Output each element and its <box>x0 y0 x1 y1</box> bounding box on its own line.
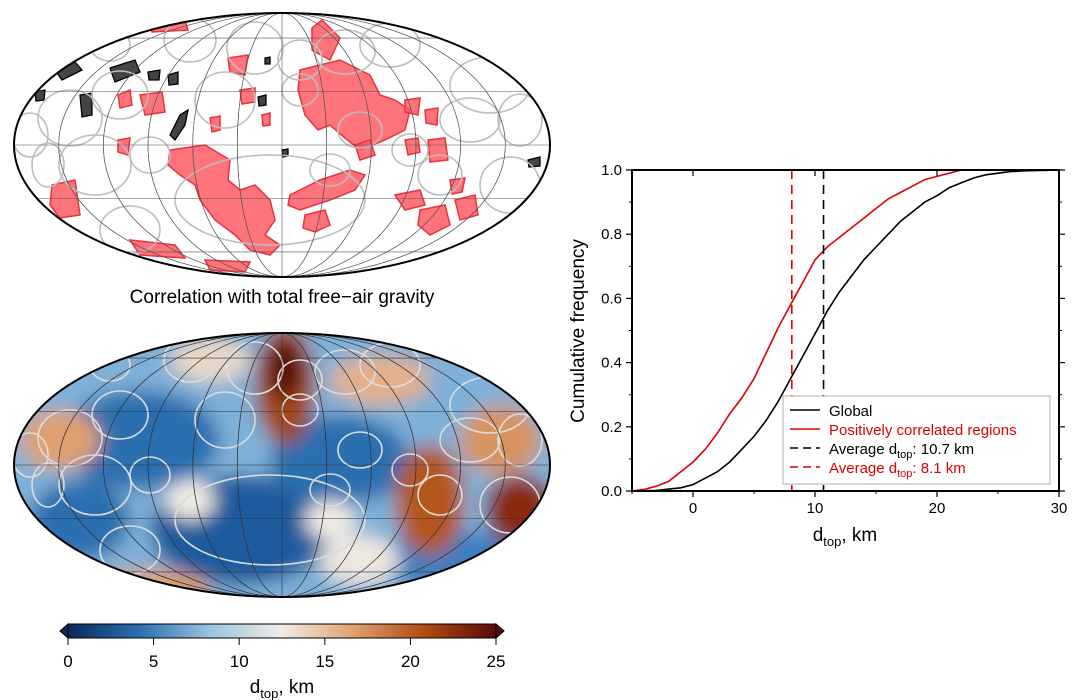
region-circle <box>91 390 149 440</box>
series-lines <box>631 169 1060 492</box>
region-circle <box>39 21 85 59</box>
region-circle <box>439 417 501 463</box>
x-tick-label: 30 <box>1051 500 1068 517</box>
legend: Global Positively correlated regions Ave… <box>782 395 1051 485</box>
map-frame <box>13 332 551 598</box>
region-circle <box>31 142 65 188</box>
y-tick-label: 0.8 <box>601 226 622 243</box>
region-circle <box>391 133 429 167</box>
colorbar-tick-label: 10 <box>230 652 249 671</box>
legend-positive: Positively correlated regions <box>829 422 1017 439</box>
top-map-caption: Correlation with total free−air gravity <box>130 287 435 308</box>
colorbar-tick-label: 5 <box>149 652 158 671</box>
y-tick-label: 1.0 <box>601 162 622 179</box>
y-tick-label: 0.4 <box>601 355 622 372</box>
axes: 0 10 20 30 0.0 0.2 0.4 0.6 0.8 1.0 <box>601 162 1067 517</box>
legend-box <box>782 395 1051 485</box>
region-circle <box>277 39 323 81</box>
cdf-chart: 0 10 20 30 0.0 0.2 0.4 0.6 0.8 1.0 Cumulative fre… <box>568 162 1067 549</box>
region-circle <box>439 97 501 143</box>
region-circle <box>174 474 366 566</box>
legend-global: Global <box>829 403 872 420</box>
region-circle <box>194 391 256 449</box>
region-circle <box>58 134 132 196</box>
colorbar-tick-label: 0 <box>63 652 72 671</box>
region-circle <box>91 70 149 120</box>
region-circle <box>37 89 103 147</box>
region-circle <box>314 349 376 395</box>
region-circle <box>497 413 543 467</box>
bottom-map <box>13 332 551 598</box>
region-circle <box>337 431 383 469</box>
x-tick-label: 10 <box>807 500 824 517</box>
y-tick-label: 0.0 <box>601 483 622 500</box>
region-circle <box>277 359 323 401</box>
region-circle <box>194 71 256 129</box>
y-tick-label: 0.2 <box>601 419 622 436</box>
region-circle <box>309 153 351 187</box>
colorbar-label: dtop, km <box>250 677 315 700</box>
legend-avg-global: Average dtop: 10.7 km <box>829 441 974 461</box>
region-circle <box>417 474 463 516</box>
colorbar: 0 5 10 15 20 25 dtop, km <box>59 622 505 700</box>
region-circle <box>391 453 429 487</box>
top-map: Correlation with total free−air gravity <box>13 12 551 308</box>
graticule <box>14 13 550 277</box>
region-circle <box>309 473 351 507</box>
y-tick-label: 0.6 <box>601 290 622 307</box>
region-circle <box>14 432 49 478</box>
colorbar-max-arrow <box>495 622 505 640</box>
region-circle <box>39 341 85 379</box>
series-global <box>631 169 1060 492</box>
region-circle <box>37 409 103 467</box>
region-circle <box>417 154 463 196</box>
region-circle <box>497 93 543 147</box>
d-top-field <box>14 333 550 597</box>
region-circle <box>314 29 376 75</box>
colorbar-ticks: 0 5 10 15 20 25 <box>63 638 505 671</box>
colorbar-gradient <box>67 623 497 639</box>
region-circle <box>129 456 171 494</box>
x-axis-label: dtop, km <box>813 525 878 549</box>
region-circle <box>174 154 366 246</box>
average-lines <box>791 170 825 491</box>
colorbar-tick-label: 20 <box>401 652 420 671</box>
map-frame <box>13 12 551 278</box>
graticule <box>14 333 550 597</box>
x-tick-label: 20 <box>929 500 946 517</box>
region-circle <box>58 454 132 516</box>
colorbar-min-arrow <box>59 622 69 640</box>
series-positive <box>631 169 1059 492</box>
colorbar-tick-label: 25 <box>487 652 506 671</box>
colorbar-tick-label: 15 <box>315 652 334 671</box>
y-axis-label: Cumulative frequency <box>568 239 589 423</box>
x-tick-label: 0 <box>689 500 697 517</box>
region-circle <box>14 112 49 158</box>
region-circle <box>337 111 383 149</box>
legend-avg-positive: Average dtop: 8.1 km <box>829 460 966 480</box>
positive-correlation-regions <box>49 18 479 273</box>
region-circle <box>129 136 171 174</box>
region-circle <box>31 462 65 508</box>
